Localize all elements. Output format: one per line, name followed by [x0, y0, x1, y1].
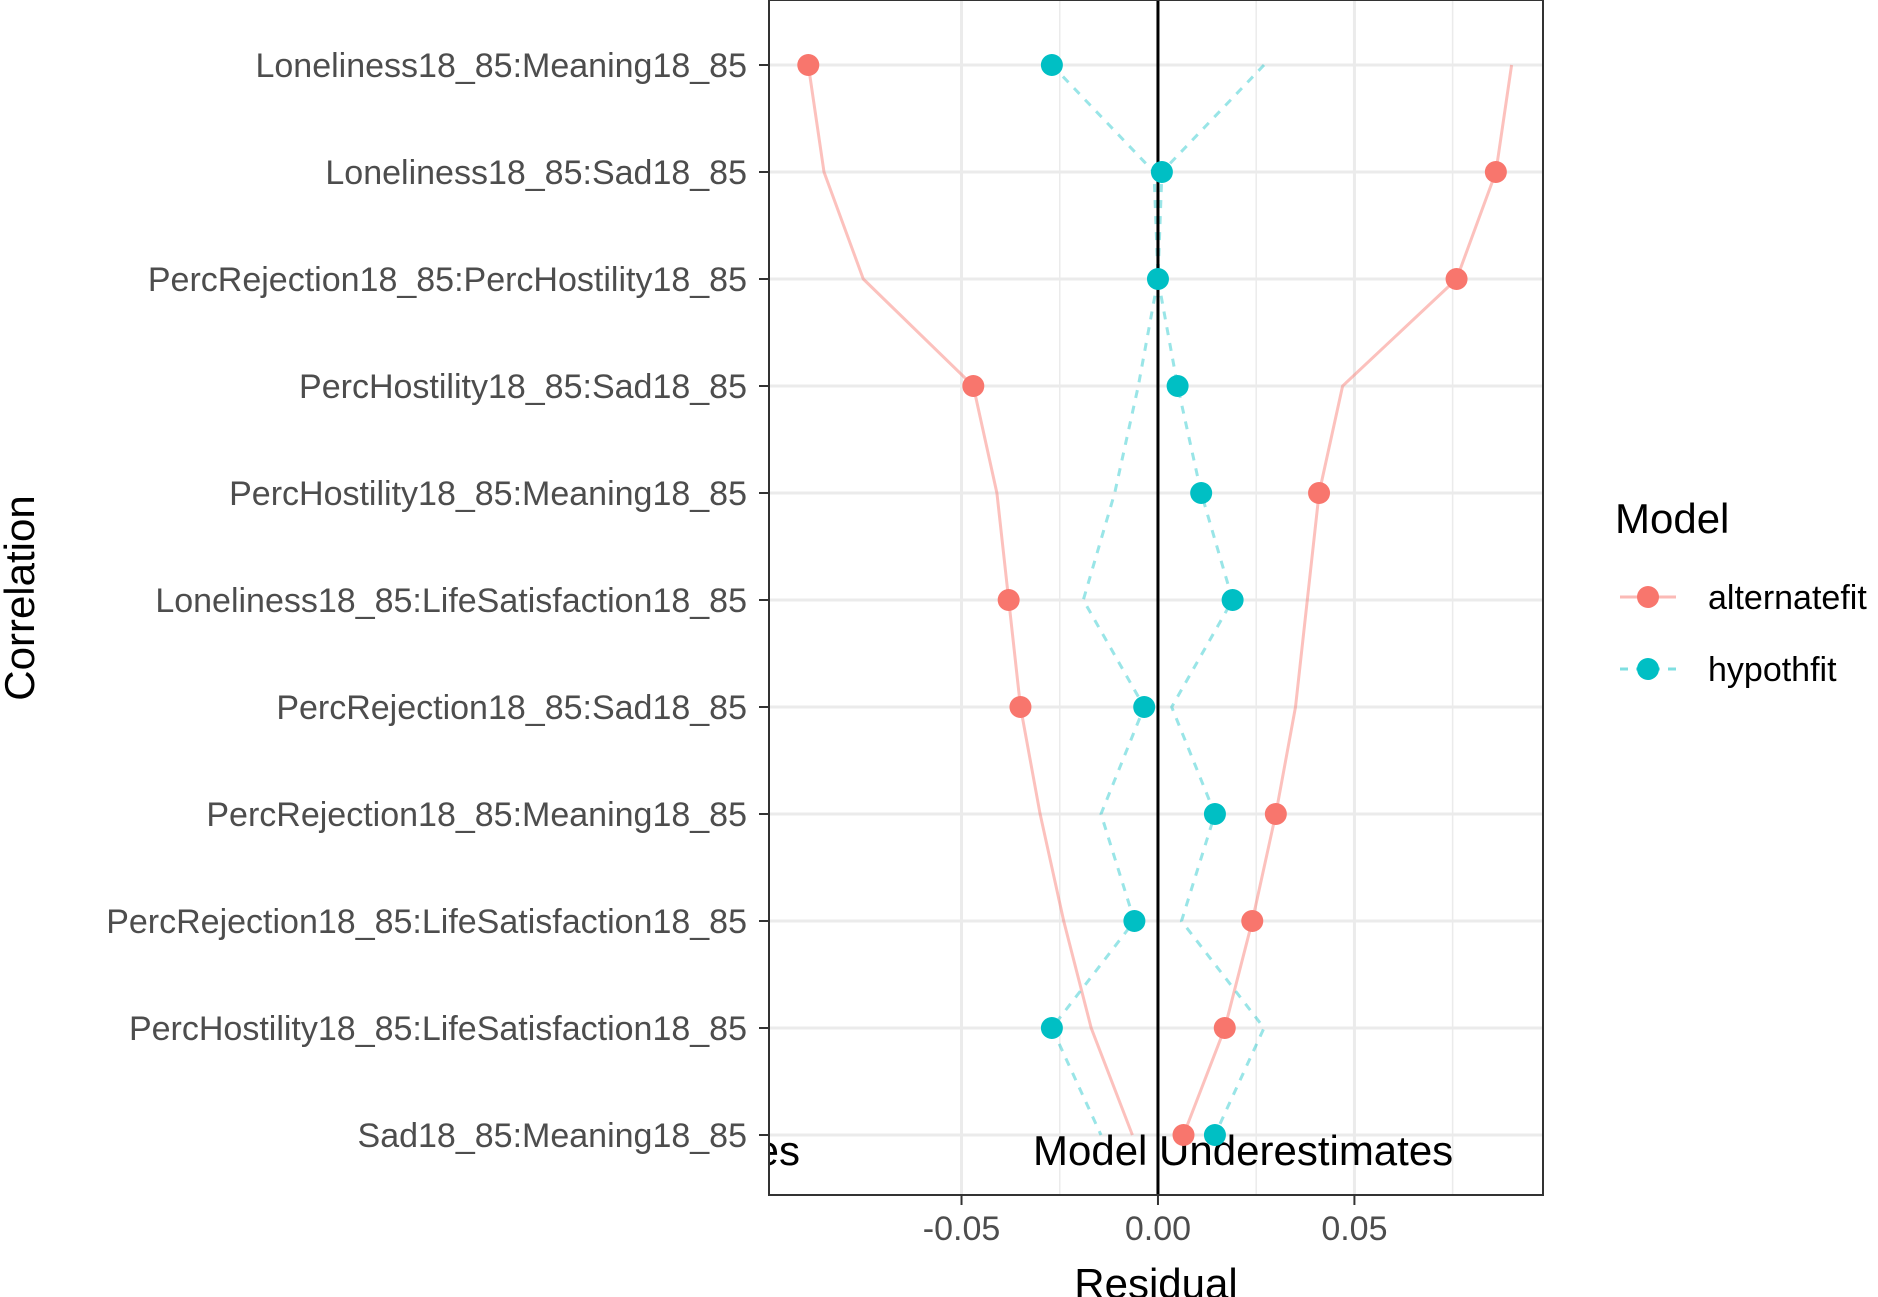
y-tick-label: PercHostility18_85:Sad18_85	[299, 368, 747, 406]
x-axis: -0.05 0.00 0.05	[923, 1195, 1388, 1248]
major-gridlines	[769, 0, 1543, 1195]
alternatefit-envelope-right	[1182, 64, 1514, 1136]
hypothfit-point	[1040, 1017, 1063, 1039]
y-tick-label: PercRejection18_85:Meaning18_85	[206, 796, 747, 834]
alternatefit-point	[1308, 482, 1331, 504]
hypothfit-point	[1150, 161, 1173, 183]
y-tick-label: PercRejection18_85:PercHostility18_85	[148, 261, 747, 299]
hypothfit-point	[1190, 482, 1213, 504]
minor-gridlines	[1058, 0, 1454, 1195]
data-points	[797, 54, 1507, 1146]
legend: Model alternatefit hypothfit	[1615, 495, 1867, 689]
y-tick-label: Sad18_85:Meaning18_85	[358, 1117, 747, 1155]
y-tick-label: PercRejection18_85:Sad18_85	[276, 689, 747, 727]
annotation-label: Model Overestimates	[403, 1127, 800, 1174]
y-tick-label: Loneliness18_85:Meaning18_85	[255, 47, 747, 85]
y-tick-label: PercHostility18_85:Meaning18_85	[229, 475, 747, 513]
annotation-label: Model Underestimates	[1033, 1127, 1453, 1174]
alternatefit-point	[1009, 696, 1032, 718]
legend-label: hypothfit	[1708, 651, 1837, 689]
alternatefit-point	[1484, 161, 1507, 183]
alternatefit-point	[1172, 1124, 1195, 1146]
y-axis: Loneliness18_85:Meaning18_85 Loneliness18…	[106, 47, 769, 1155]
x-axis-title: Residual	[1074, 1260, 1237, 1297]
panel-border	[768, 0, 1544, 1196]
panel-background	[769, 0, 1543, 1195]
legend-key-point	[1637, 586, 1659, 608]
hypothfit-point	[1166, 375, 1189, 397]
x-tick-label: 0.00	[1125, 1210, 1191, 1248]
x-tick-label: 0.05	[1321, 1210, 1387, 1248]
annotations: Model Overestimates Model Underestimates	[403, 1127, 1453, 1174]
y-tick-label: Loneliness18_85:LifeSatisfaction18_85	[155, 582, 747, 620]
alternatefit-point	[1445, 268, 1468, 290]
hypothfit-point	[1221, 589, 1244, 611]
hypothfit-envelope-right	[1156, 63, 1266, 1136]
hypothfit-point	[1123, 910, 1146, 932]
hypothfit-envelope-left	[1050, 63, 1160, 1136]
hypothfit-point	[1146, 268, 1169, 290]
alternatefit-point	[797, 54, 820, 76]
legend-label: alternatefit	[1708, 579, 1867, 617]
alternatefit-point	[1241, 910, 1264, 932]
hypothfit-point	[1040, 54, 1063, 76]
hypothfit-point	[1133, 696, 1156, 718]
legend-title: Model	[1615, 495, 1729, 542]
alternatefit-point	[1213, 1017, 1236, 1039]
x-tick-label: -0.05	[923, 1210, 1001, 1248]
alternatefit-point	[997, 589, 1020, 611]
y-axis-title: Correlation	[0, 495, 43, 700]
legend-key-point	[1637, 658, 1659, 680]
y-tick-label: PercRejection18_85:LifeSatisfaction18_85	[106, 903, 747, 941]
alternatefit-point	[962, 375, 985, 397]
y-tick-label: PercHostility18_85:LifeSatisfaction18_85	[129, 1010, 747, 1048]
y-tick-label: Loneliness18_85:Sad18_85	[325, 154, 747, 192]
hypothfit-point	[1203, 803, 1226, 825]
hypothfit-point	[1203, 1124, 1226, 1146]
alternatefit-point	[1264, 803, 1287, 825]
